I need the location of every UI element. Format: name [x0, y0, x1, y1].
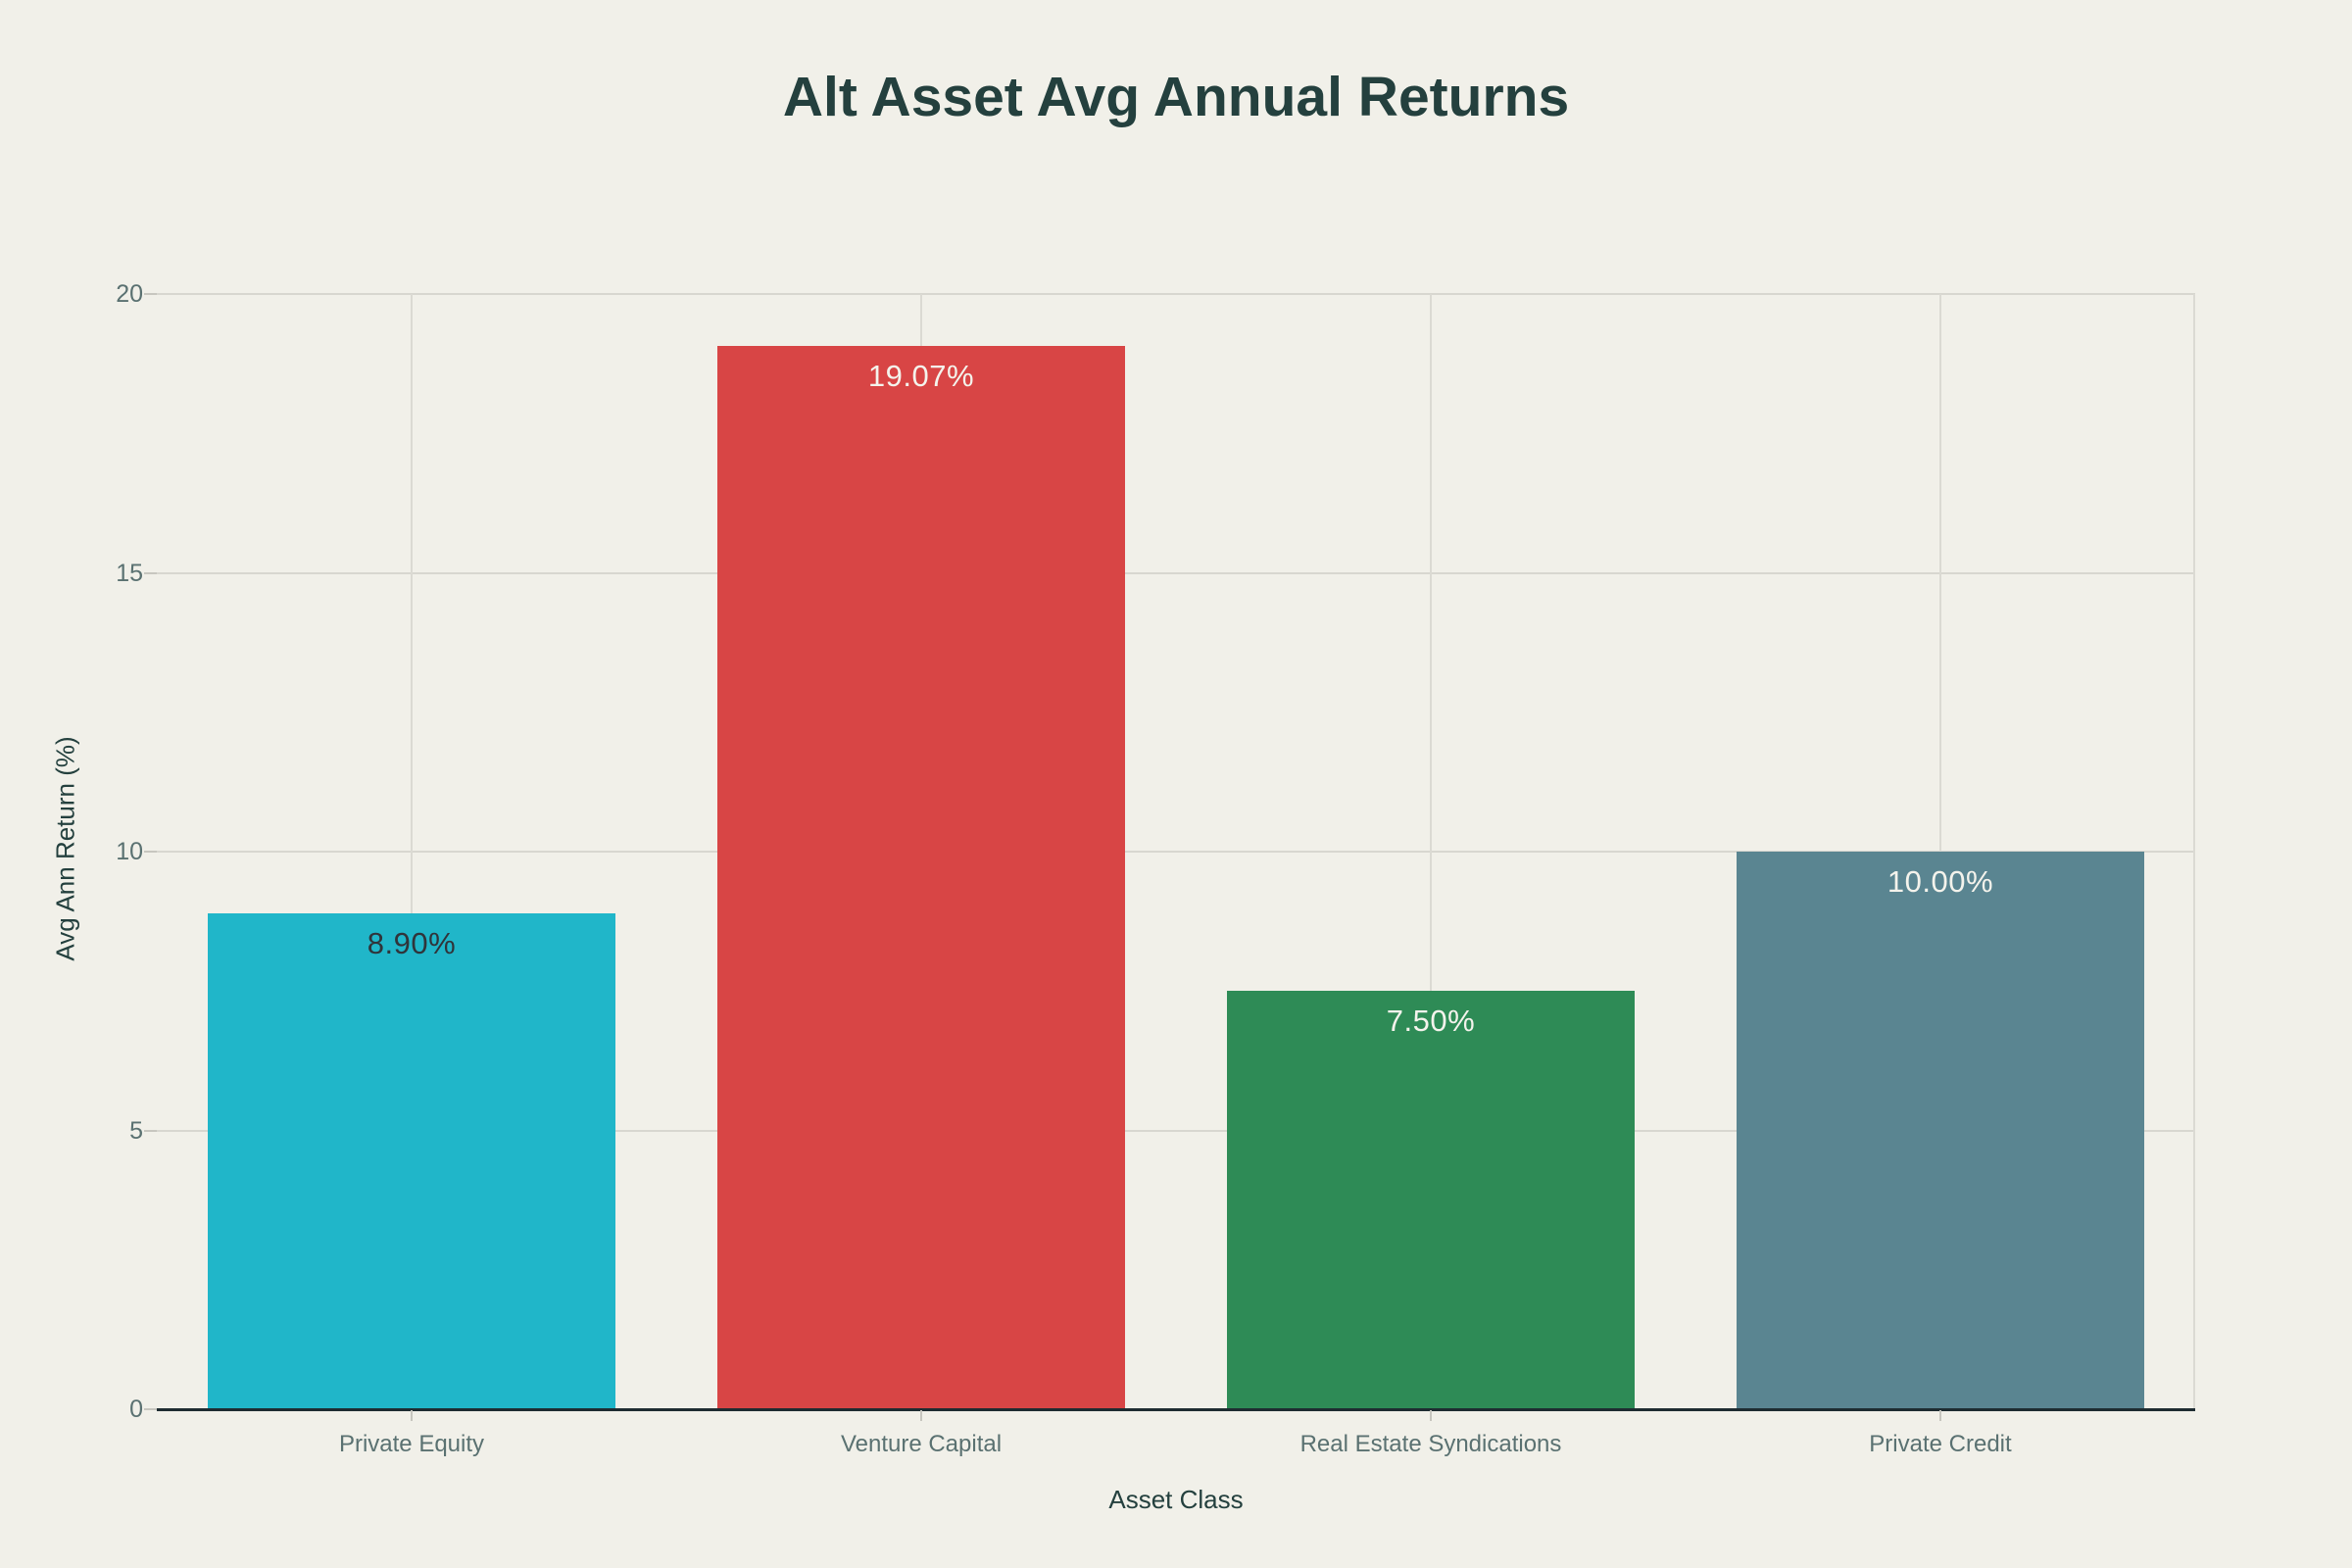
- bar-value-label: 10.00%: [1886, 864, 1994, 899]
- x-tick-label-3: Private Credit: [1869, 1431, 2012, 1457]
- v-gridline: [1430, 294, 1432, 1409]
- x-tick-mark: [411, 1410, 413, 1421]
- y-tick-label: 5: [129, 1116, 143, 1145]
- y-tick-mark: [144, 851, 157, 853]
- h-gridline: [157, 293, 2195, 295]
- h-gridline: [157, 1129, 2195, 1132]
- x-tick-mark: [920, 1410, 922, 1421]
- bar-value-label: 19.07%: [867, 358, 975, 393]
- bar-value-label: 7.50%: [1386, 1004, 1476, 1039]
- x-tick-label-1: Venture Capital: [840, 1431, 1003, 1457]
- plot-area: 8.90% 19.07% 7.50% 10.00%: [157, 293, 2195, 1411]
- h-gridline: [157, 571, 2195, 574]
- y-tick-label: 0: [129, 1396, 143, 1423]
- y-tick-label: 15: [116, 559, 143, 587]
- y-tick-mark: [144, 571, 157, 574]
- x-axis-line: [157, 1408, 2195, 1411]
- y-tick-mark: [144, 1408, 157, 1410]
- x-axis-title: Asset Class: [1108, 1485, 1244, 1514]
- x-tick-label-2: Real Estate Syndications: [1299, 1431, 1562, 1457]
- chart-title: Alt Asset Avg Annual Returns: [782, 66, 1570, 128]
- y-tick-mark: [144, 293, 157, 295]
- bar-private-credit[interactable]: 10.00%: [1737, 852, 2144, 1409]
- x-tick-label-0: Private Equity: [338, 1431, 485, 1457]
- bar-venture-capital[interactable]: 19.07%: [717, 345, 1125, 1409]
- y-tick-label: 10: [116, 838, 143, 865]
- x-tick-mark: [1430, 1410, 1432, 1421]
- h-gridline: [157, 851, 2195, 853]
- x-tick-mark: [1939, 1410, 1941, 1421]
- plot-right-border: [2193, 294, 2195, 1409]
- y-tick-label: 20: [116, 280, 143, 308]
- v-gridline: [411, 294, 413, 1409]
- bar-real-estate-syndications[interactable]: 7.50%: [1227, 991, 1635, 1409]
- bar-private-equity[interactable]: 8.90%: [208, 912, 615, 1409]
- bar-value-label: 8.90%: [367, 925, 457, 960]
- y-tick-mark: [144, 1129, 157, 1132]
